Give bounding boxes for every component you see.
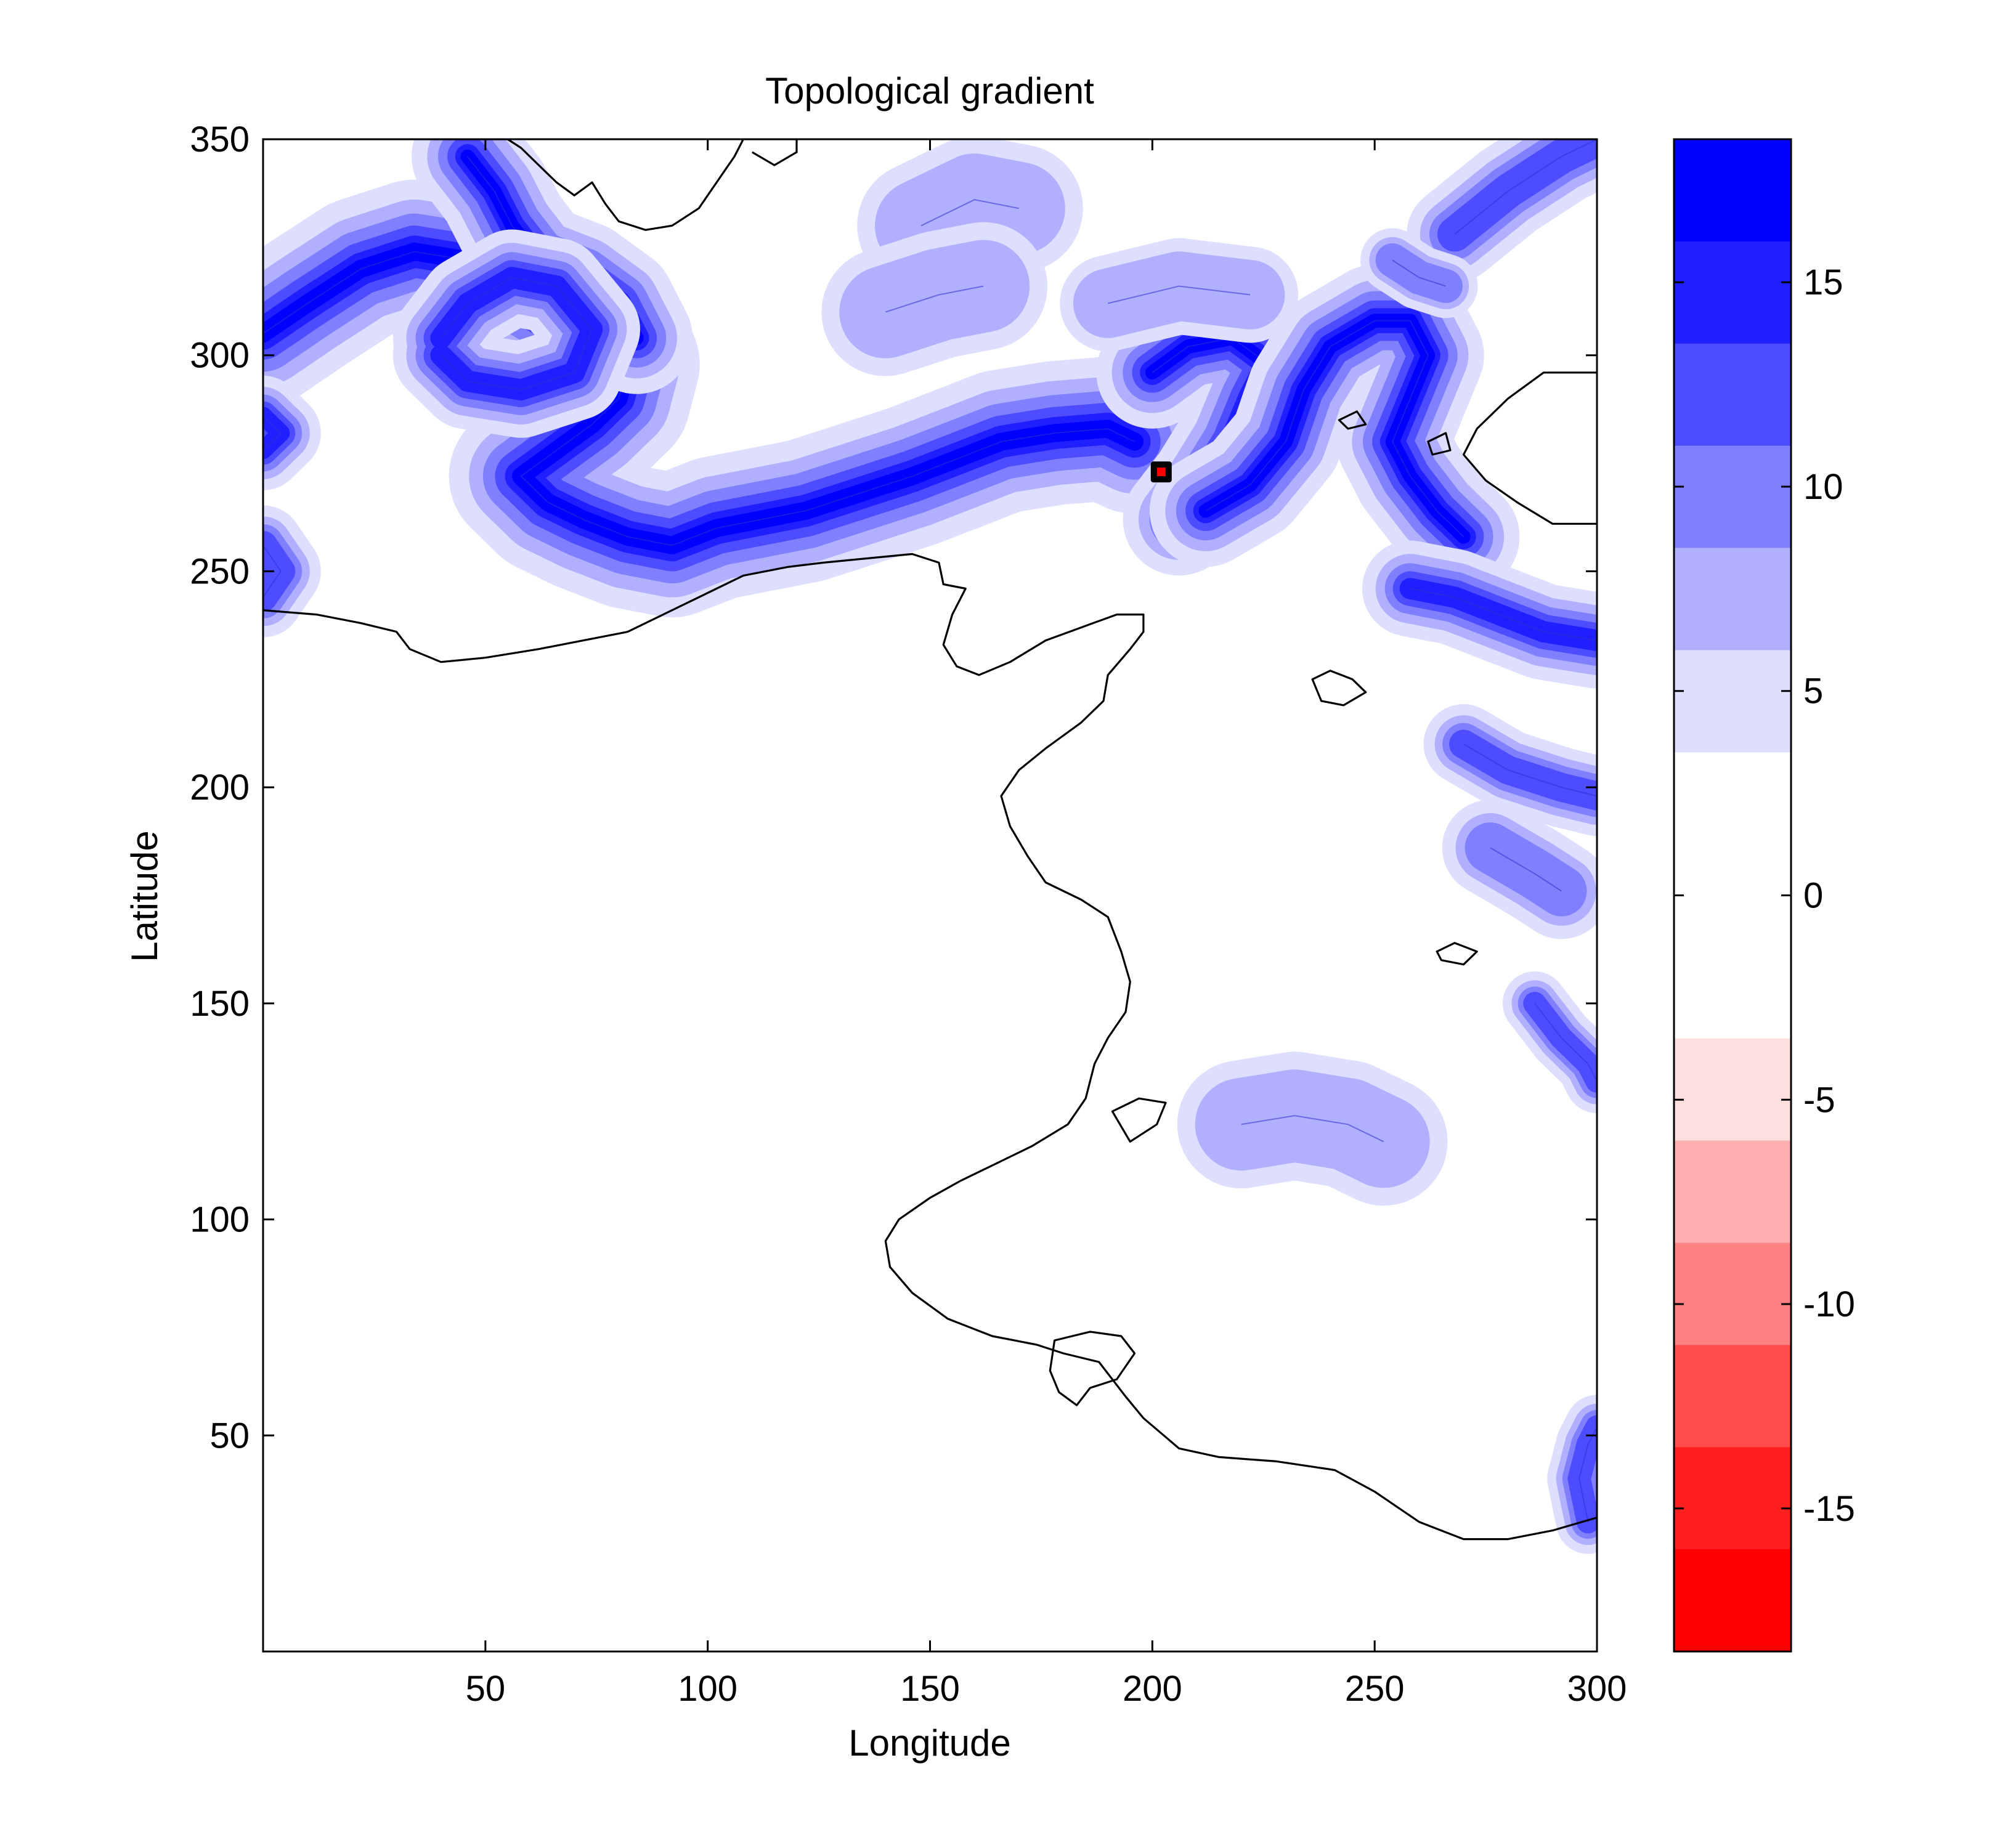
contour-band-11 bbox=[1503, 971, 1597, 1114]
colorbar-level-2 bbox=[1674, 241, 1791, 344]
colorbar-level-11 bbox=[1674, 1345, 1791, 1448]
colorbar-tick-label--10: -10 bbox=[1803, 1284, 1855, 1324]
x-axis-label: Longitude bbox=[848, 1722, 1011, 1764]
colorbar-tick-label-0: 0 bbox=[1803, 876, 1823, 916]
y-axis-label: Latitude bbox=[124, 830, 165, 962]
colorbar-tick-label--15: -15 bbox=[1803, 1489, 1855, 1529]
x-tick-label-250: 250 bbox=[1345, 1669, 1405, 1709]
coastline-segment-7 bbox=[1049, 1331, 1136, 1406]
contour-band-6-line bbox=[1410, 588, 1597, 641]
coastline-segment-5 bbox=[1436, 942, 1478, 966]
contour-band-16-level-2 bbox=[839, 240, 1030, 359]
contour-band-17-level-2 bbox=[1073, 251, 1285, 338]
contour-band-9-line bbox=[263, 545, 282, 598]
y-tick-label-350: 350 bbox=[190, 120, 250, 160]
y-tick-label-250: 250 bbox=[190, 551, 250, 591]
colorbar-level-7 bbox=[1674, 752, 1791, 1039]
x-tick-label-300: 300 bbox=[1567, 1669, 1627, 1709]
coastline bbox=[263, 139, 1597, 1541]
coastline-segment-3 bbox=[1462, 371, 1597, 525]
y-tick-label-50: 50 bbox=[209, 1416, 250, 1456]
contour-band-18-line bbox=[1490, 847, 1562, 892]
contour-band-18 bbox=[1442, 800, 1597, 939]
colorbar-level-10 bbox=[1674, 1242, 1791, 1345]
colorbar-tick-label--5: -5 bbox=[1803, 1080, 1835, 1120]
coastline-segment-2 bbox=[263, 139, 798, 231]
coastline-segment-4 bbox=[1311, 670, 1367, 707]
y-tick-label-300: 300 bbox=[190, 336, 250, 376]
contour-band-7 bbox=[1407, 139, 1597, 283]
contour-band-14 bbox=[1177, 1052, 1448, 1206]
x-tick-label-150: 150 bbox=[900, 1669, 960, 1709]
contour-band-3-line bbox=[440, 277, 593, 391]
colorbar-tick-label-15: 15 bbox=[1803, 262, 1843, 302]
colorbar-level-13 bbox=[1674, 1549, 1791, 1652]
x-axis-ticks: 50 100 150 200 250 300 bbox=[466, 139, 1627, 1709]
colorbar-ticks: -15 -10 -5 0 5 10 15 bbox=[1674, 262, 1855, 1529]
contour-band-9 bbox=[263, 505, 321, 638]
contour-band-16 bbox=[821, 222, 1047, 376]
contour-band-8-line bbox=[263, 415, 282, 451]
contour-band-15 bbox=[857, 139, 1083, 290]
contour-band-14-line bbox=[1241, 1115, 1384, 1143]
colorbar-level-4 bbox=[1674, 445, 1791, 549]
colorbar-tick-label-10: 10 bbox=[1803, 467, 1843, 507]
colorbar-tick-label-5: 5 bbox=[1803, 671, 1823, 711]
contour-band-5-line bbox=[1205, 320, 1465, 538]
y-axis-ticks: 50 100 150 200 250 300 350 bbox=[190, 120, 1597, 1456]
colorbar-level-1 bbox=[1674, 139, 1791, 242]
coastline-segment-9 bbox=[1338, 410, 1367, 430]
y-tick-label-100: 100 bbox=[190, 1200, 250, 1240]
chart-title: Topological gradient bbox=[765, 70, 1094, 111]
plot-area: 50 100 150 200 250 300 50 100 150 200 250 300 350 bbox=[190, 120, 1627, 1709]
x-tick-label-200: 200 bbox=[1123, 1669, 1182, 1709]
contour-band-15-line bbox=[920, 199, 1019, 227]
location-marker-center bbox=[1156, 468, 1166, 477]
gradient-contour-bands bbox=[263, 139, 1597, 1554]
contour-band-17 bbox=[1060, 238, 1299, 352]
colorbar-level-12 bbox=[1674, 1447, 1791, 1550]
x-tick-label-100: 100 bbox=[678, 1669, 737, 1709]
contour-band-17-line bbox=[1107, 285, 1251, 304]
contour-band-3 bbox=[392, 229, 640, 438]
contour-band-16-line bbox=[885, 285, 984, 313]
coastline-segment-1 bbox=[263, 553, 1597, 1541]
coastline-segment-6 bbox=[1111, 1097, 1167, 1143]
colorbar-level-5 bbox=[1674, 548, 1791, 650]
contour-band-7-line bbox=[1454, 139, 1597, 235]
y-tick-label-200: 200 bbox=[190, 768, 250, 808]
contour-band-8 bbox=[263, 375, 321, 490]
colorbar bbox=[1673, 138, 1792, 1653]
colorbar-level-9 bbox=[1674, 1140, 1791, 1244]
contour-band-14-level-2 bbox=[1195, 1069, 1430, 1188]
contour-band-6 bbox=[1362, 540, 1597, 689]
contour-band-5 bbox=[1149, 264, 1520, 593]
y-tick-label-150: 150 bbox=[190, 984, 250, 1024]
contour-band-13 bbox=[1360, 228, 1478, 318]
colorbar-level-8 bbox=[1674, 1038, 1791, 1141]
colorbar-level-6 bbox=[1674, 650, 1791, 753]
contour-band-10 bbox=[1423, 704, 1597, 837]
contour-band-11-line bbox=[1534, 1003, 1597, 1082]
contour-band-13-line bbox=[1392, 259, 1446, 287]
contour-band-10-line bbox=[1463, 744, 1597, 797]
contour-band-15-level-2 bbox=[875, 153, 1065, 272]
colorbar-level-3 bbox=[1674, 343, 1791, 447]
coastline-segment-8 bbox=[1427, 432, 1452, 456]
location-marker-group bbox=[1150, 461, 1172, 483]
x-tick-label-50: 50 bbox=[466, 1669, 506, 1709]
contour-band-12 bbox=[1547, 1395, 1597, 1554]
